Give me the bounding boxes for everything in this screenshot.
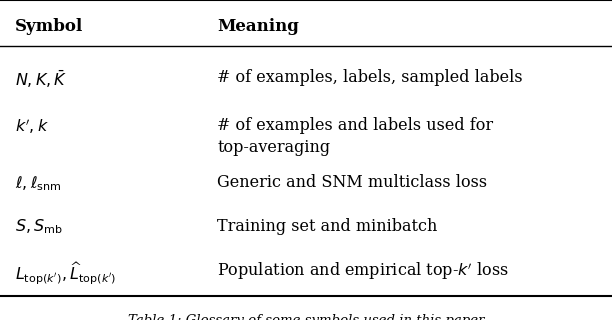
Text: Generic and SNM multiclass loss: Generic and SNM multiclass loss bbox=[217, 174, 487, 191]
Text: $\ell, \ell_{\mathrm{snm}}$: $\ell, \ell_{\mathrm{snm}}$ bbox=[15, 174, 62, 193]
Text: # of examples, labels, sampled labels: # of examples, labels, sampled labels bbox=[217, 69, 523, 86]
Text: Meaning: Meaning bbox=[217, 18, 299, 35]
Text: $k^{\prime}, k$: $k^{\prime}, k$ bbox=[15, 117, 49, 136]
Text: # of examples and labels used for
top-averaging: # of examples and labels used for top-av… bbox=[217, 117, 493, 156]
Text: Population and empirical top-$k^{\prime}$ loss: Population and empirical top-$k^{\prime}… bbox=[217, 261, 509, 282]
Text: $L_{\mathrm{top}(k^{\prime})}, \widehat{L}_{\mathrm{top}(k^{\prime})}$: $L_{\mathrm{top}(k^{\prime})}, \widehat{… bbox=[15, 261, 117, 287]
Text: Table 1: Glossary of some symbols used in this paper: Table 1: Glossary of some symbols used i… bbox=[128, 314, 484, 320]
Text: Training set and minibatch: Training set and minibatch bbox=[217, 218, 438, 235]
Text: $N, K, \bar{K}$: $N, K, \bar{K}$ bbox=[15, 69, 68, 90]
Text: Symbol: Symbol bbox=[15, 18, 84, 35]
Text: $S, S_{\mathrm{mb}}$: $S, S_{\mathrm{mb}}$ bbox=[15, 218, 63, 236]
